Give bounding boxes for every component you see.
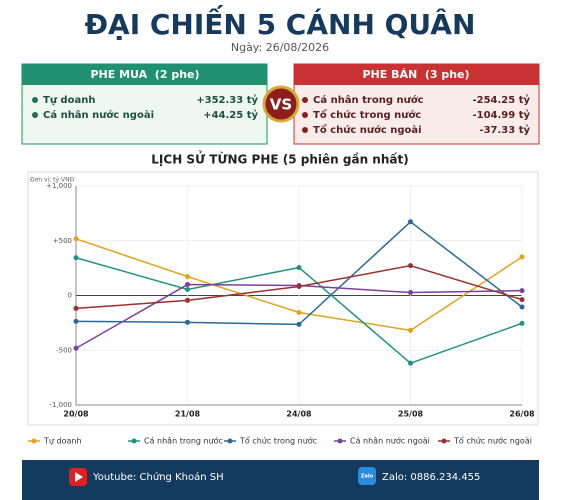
plot: -1,000 -500 0 +500 +1,000 20/08 21/08 24/08 25/0… (28, 182, 535, 447)
chart-title: LỊCH SỬ TỪNG PHE (5 phiên gần nhất) (151, 151, 408, 167)
legend-dot (441, 438, 447, 444)
point (185, 297, 190, 303)
legend-dot (31, 438, 37, 444)
bullet (302, 112, 308, 118)
legend-dot (131, 438, 137, 444)
point (408, 219, 413, 225)
legend-label: Tự doanh (43, 437, 82, 447)
point (73, 236, 79, 242)
point (73, 305, 79, 311)
point (519, 288, 525, 294)
point (185, 319, 190, 325)
x-tick-label: 24/08 (286, 410, 312, 419)
point (296, 309, 302, 315)
item-label: Tổ chức trong nước (313, 108, 421, 121)
point (296, 321, 302, 327)
legend-label: Tổ chức trong nước (239, 436, 317, 446)
y-tick-label: +500 (53, 237, 72, 245)
item-label: Cá nhân trong nước (313, 94, 424, 106)
zalo-icon-text: Zalo (361, 474, 374, 480)
point (73, 318, 79, 324)
item-value: +352.33 tỷ (196, 93, 258, 106)
unit-label: Đơn vị: tỷ VNĐ (30, 177, 75, 184)
y-tick-label: +1,000 (46, 182, 72, 190)
point (519, 297, 525, 303)
legend-label: Cá nhân trong nước (144, 436, 223, 446)
item-label: Tự doanh (43, 95, 95, 106)
zalo-icon (358, 467, 376, 485)
point (519, 320, 525, 326)
chart-frame (27, 171, 539, 426)
legend-label: Tổ chức nước ngoài (453, 436, 532, 446)
vs-badge (262, 85, 300, 123)
point (73, 255, 79, 261)
legend-dot (337, 438, 343, 444)
legend-dot (227, 438, 233, 444)
play-icon (75, 472, 83, 482)
item-value: -104.99 tỷ (472, 108, 530, 121)
point (408, 360, 413, 366)
item-label: Tổ chức nước ngoài (313, 123, 422, 136)
item-value: -37.33 tỷ (479, 123, 530, 136)
buy-header (22, 64, 267, 85)
youtube-link[interactable]: Youtube: Chứng Khoán SH (92, 471, 224, 483)
point (185, 286, 190, 292)
bullet (32, 112, 38, 118)
point (296, 284, 302, 290)
point (408, 263, 413, 269)
footer (22, 460, 539, 500)
point (519, 254, 525, 260)
y-tick-label: -1,000 (49, 401, 72, 409)
sell-title: PHE BÁN (3 phe) (362, 68, 469, 81)
item-value: +44.25 tỷ (203, 108, 258, 121)
bullet (302, 97, 308, 103)
vs-text: VS (270, 96, 292, 114)
point (519, 304, 525, 310)
point (185, 282, 190, 288)
item-value: -254.25 tỷ (472, 93, 530, 106)
y-tick-label: -500 (56, 346, 72, 354)
x-tick-label: 25/08 (398, 410, 424, 419)
bullet (32, 97, 38, 103)
x-tick-label: 26/08 (509, 410, 535, 419)
point (73, 345, 79, 351)
point (408, 290, 413, 296)
point (296, 265, 302, 271)
sell-header (294, 64, 539, 85)
y-tick-label: 0 (68, 292, 72, 300)
date: Ngày: 26/08/2026 (231, 41, 329, 54)
x-tick-label: 20/08 (63, 410, 89, 419)
zalo-link[interactable]: Zalo: 0886.234.455 (382, 472, 480, 483)
point (185, 274, 190, 280)
bullet (302, 127, 308, 133)
item-label: Cá nhân nước ngoài (43, 109, 154, 121)
point (408, 327, 413, 333)
buy-title: PHE MUA (2 phe) (90, 68, 199, 81)
legend-label: Cá nhân nước ngoài (350, 436, 430, 446)
x-tick-label: 21/08 (175, 410, 201, 419)
page-title: ĐẠI CHIẾN 5 CÁNH QUÂN (85, 4, 476, 41)
